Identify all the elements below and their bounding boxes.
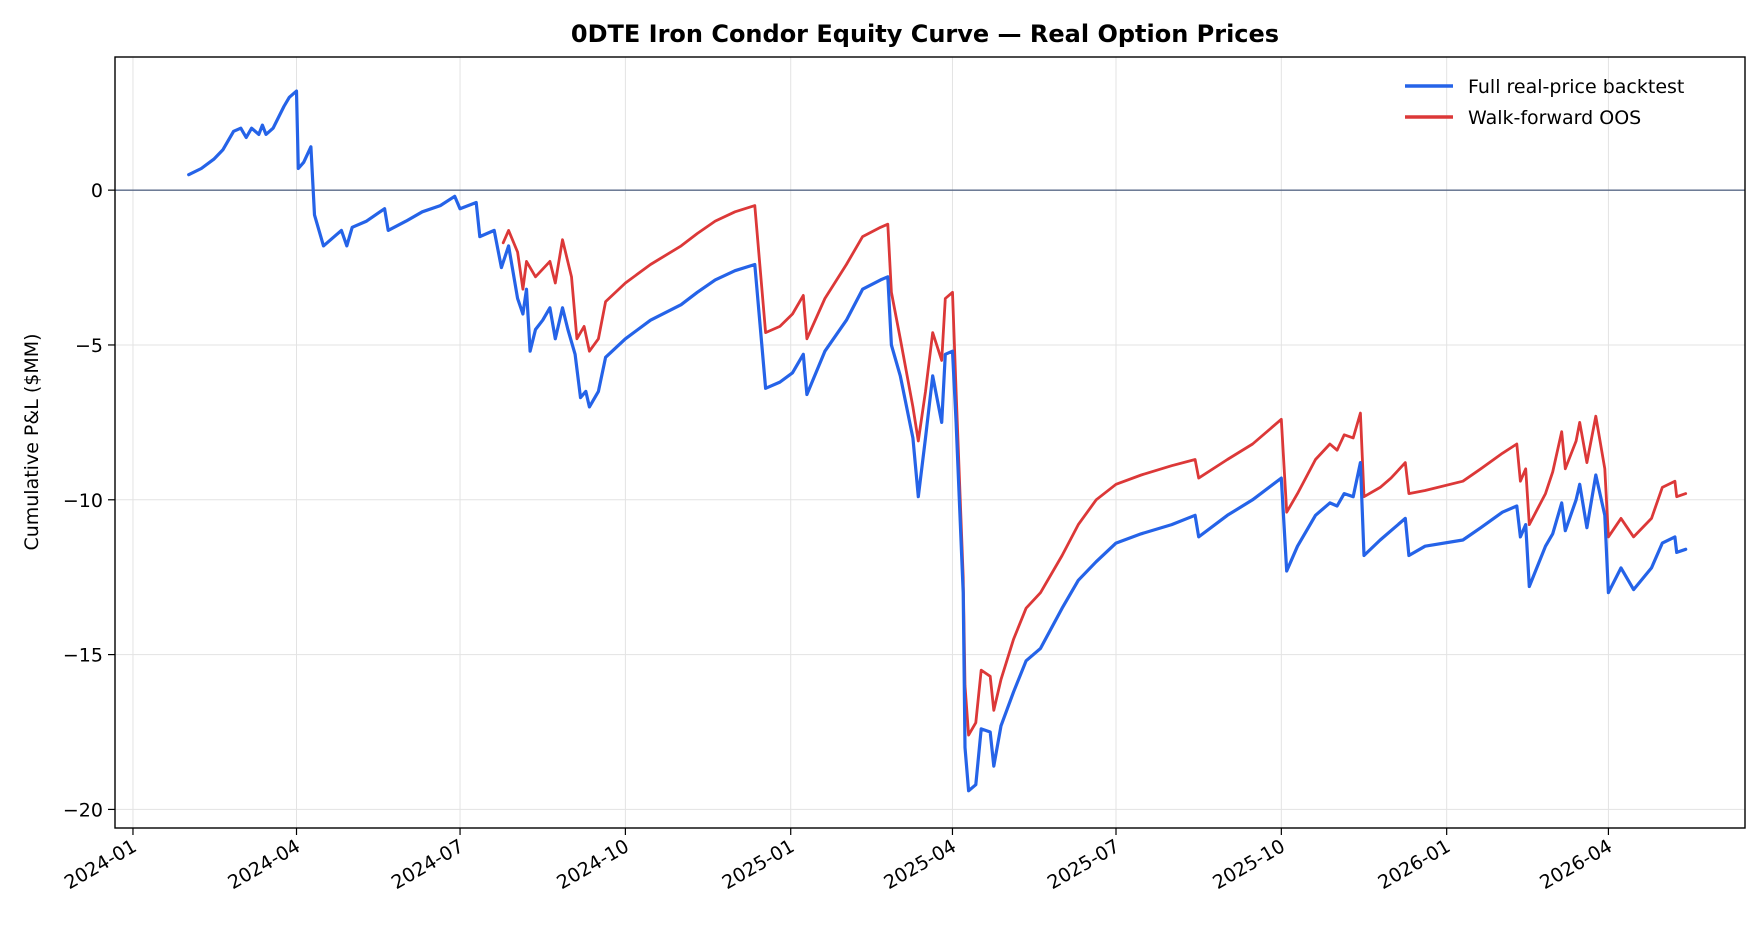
y-tick-label: −10 — [63, 490, 103, 512]
y-tick-label: −15 — [63, 645, 103, 667]
series-line-2 — [501, 204, 1688, 737]
series-line-1 — [187, 89, 1688, 793]
y-axis: 0 −5 −10 −15 −20 — [63, 180, 115, 821]
y-tick-label: 0 — [91, 180, 103, 202]
legend-label-1: Full real-price backtest — [1468, 76, 1684, 98]
y-tick-label: −5 — [75, 335, 103, 357]
legend-label-2: Walk-forward OOS — [1468, 107, 1641, 129]
plot-frame — [114, 56, 1746, 829]
y-axis-label: Cumulative P&L ($MM) — [21, 333, 43, 550]
series-layer — [187, 89, 1688, 793]
chart-title: 0DTE Iron Condor Equity Curve — Real Opt… — [571, 20, 1279, 48]
legend: Full real-price backtest Walk-forward OOS — [1405, 76, 1684, 129]
y-tick-label: −20 — [63, 799, 103, 821]
